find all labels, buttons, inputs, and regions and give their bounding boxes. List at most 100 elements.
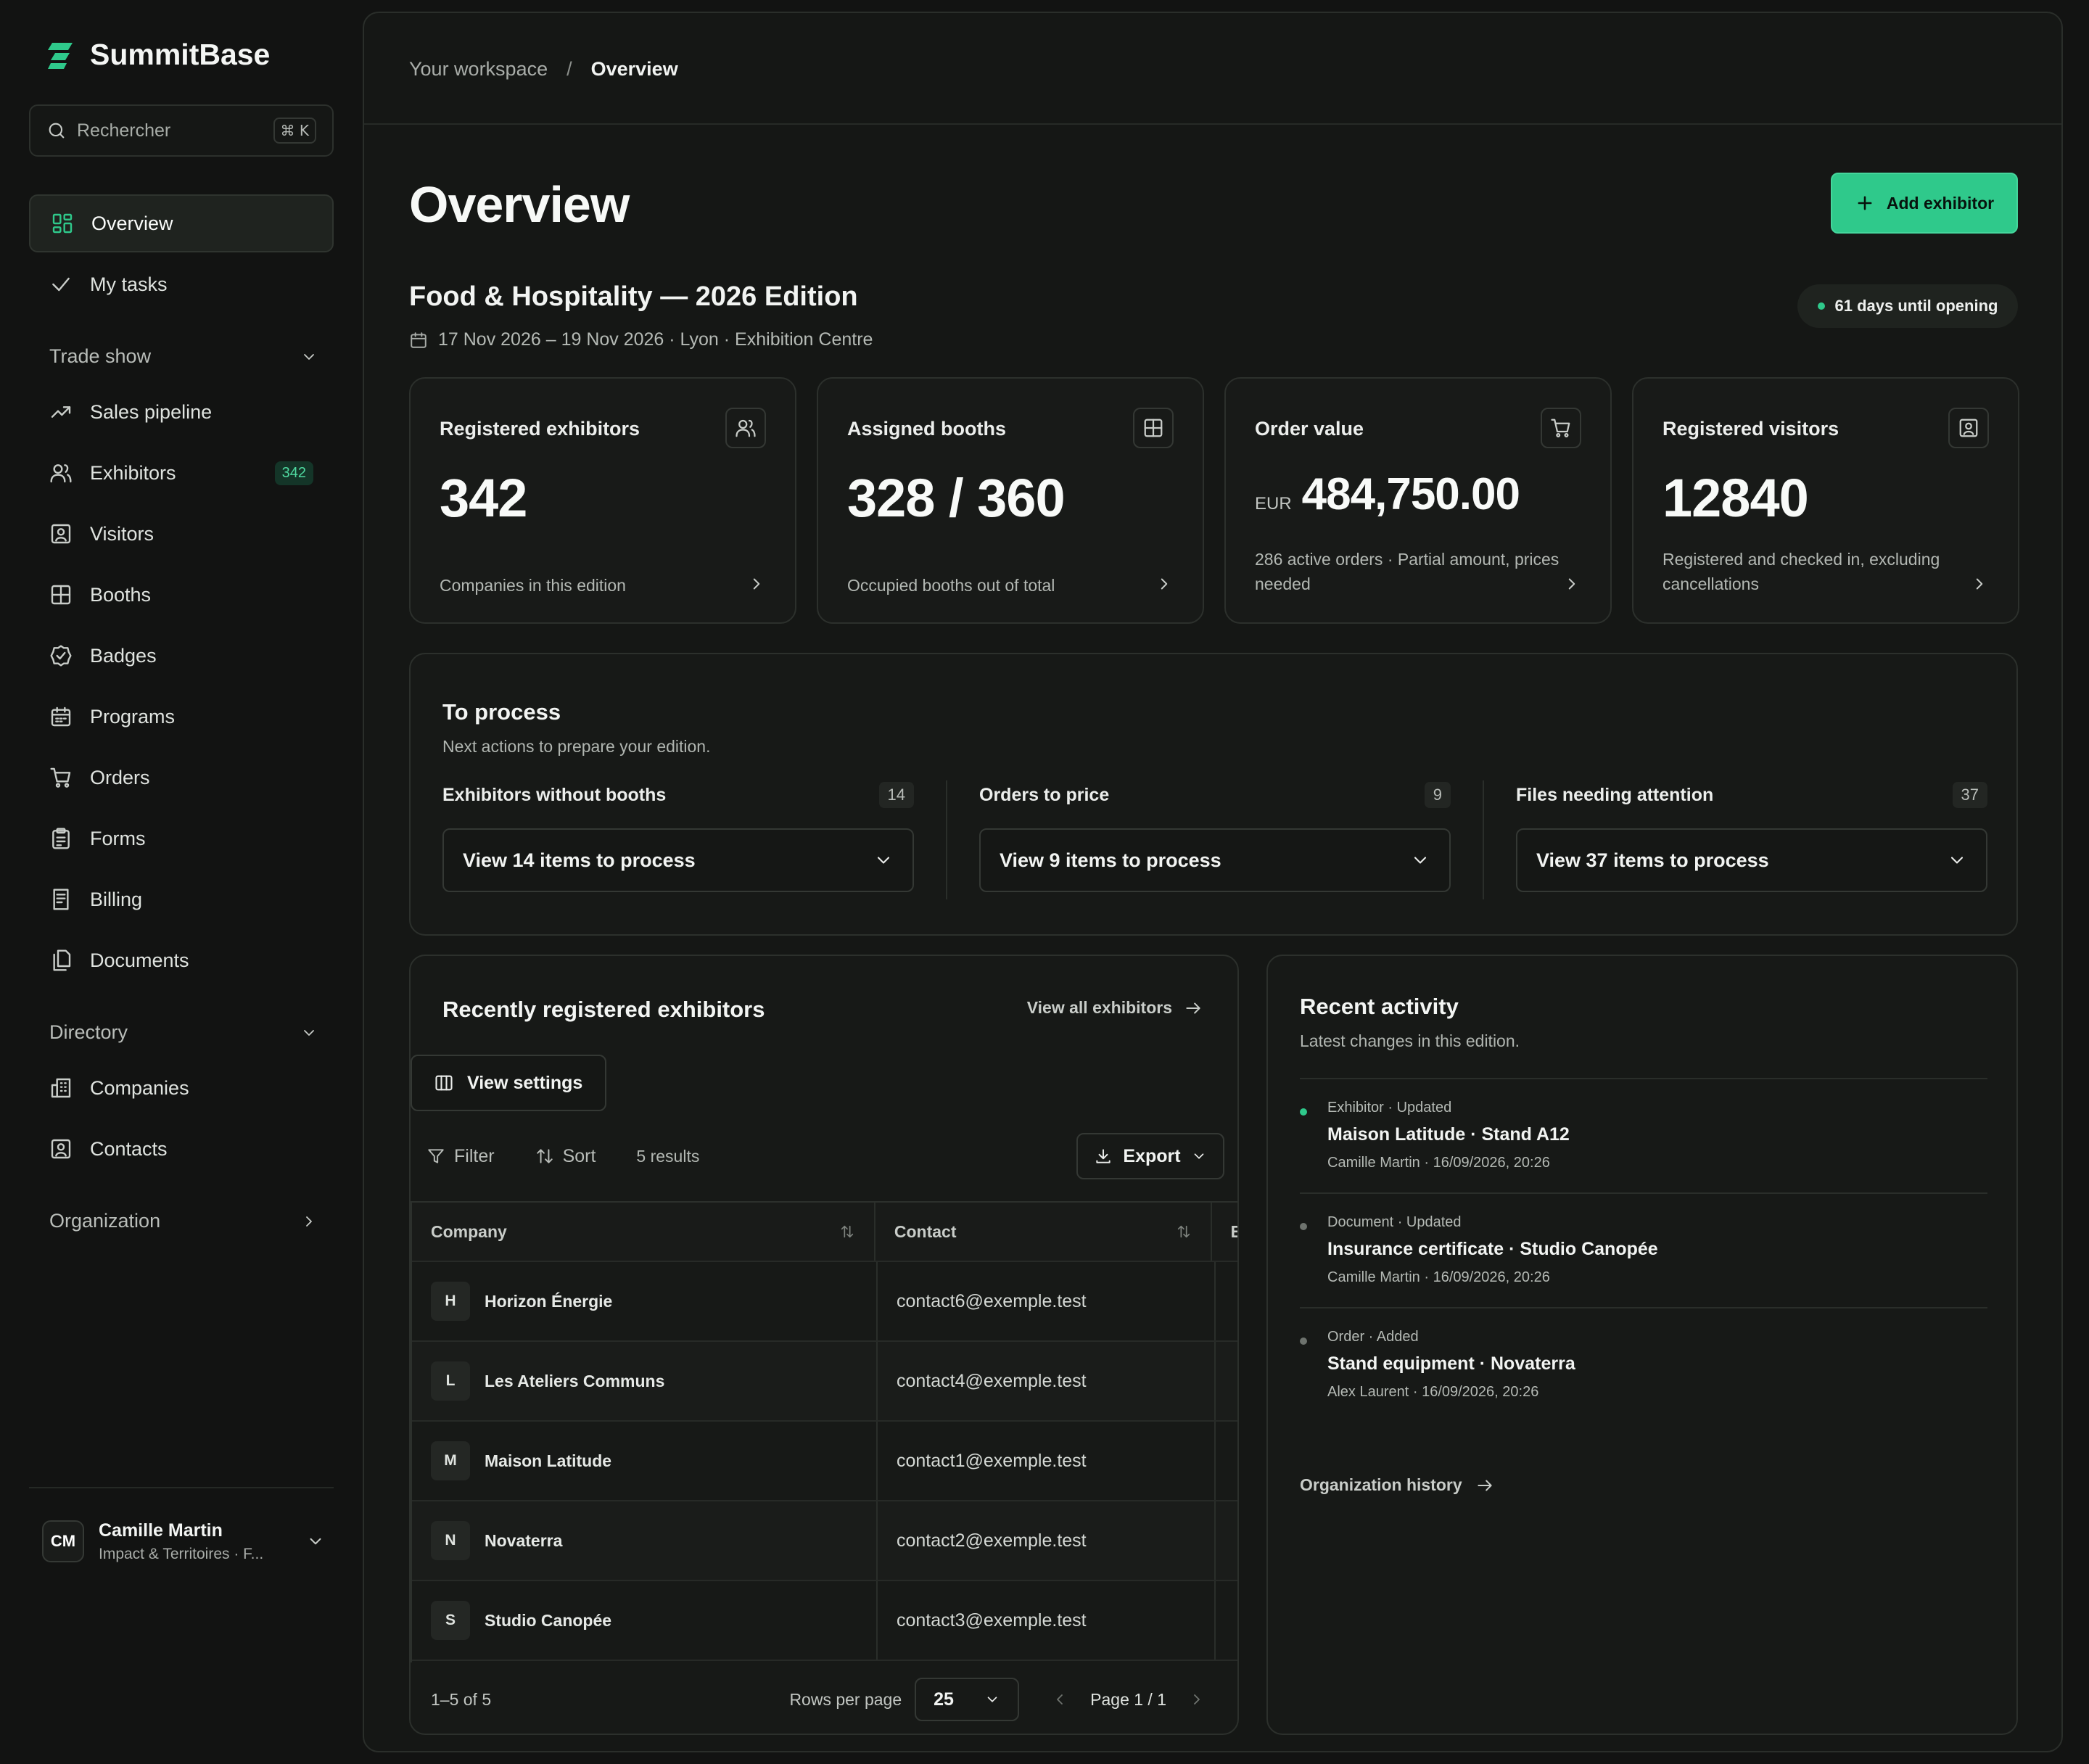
- visitor-icon: [51, 524, 71, 544]
- nav-overview[interactable]: Overview: [29, 194, 334, 252]
- nav-exhibitors-label: Exhibitors: [90, 461, 176, 484]
- nav-billing[interactable]: Billing: [29, 870, 334, 928]
- nav-my-tasks-label: My tasks: [90, 273, 168, 295]
- organization-history-link[interactable]: Organization history: [1300, 1475, 1494, 1495]
- nav-my-tasks[interactable]: My tasks: [29, 255, 334, 313]
- nav-billing-label: Billing: [90, 888, 143, 910]
- kpi-card-exhibitors[interactable]: Registered exhibitors 342 Companies in t…: [409, 377, 796, 624]
- sort-button[interactable]: Sort: [535, 1146, 596, 1167]
- chevron-right-icon: [1161, 578, 1168, 590]
- filter-button[interactable]: Filter: [427, 1146, 495, 1167]
- cart-icon: [1551, 419, 1570, 437]
- nav-contacts[interactable]: Contacts: [29, 1120, 334, 1178]
- process-select-value: View 9 items to process: [1000, 849, 1221, 871]
- table-row[interactable]: M Maison Latitude contact1@exemple.test: [412, 1422, 1237, 1501]
- user-name: Camille Martin: [99, 1520, 223, 1541]
- exhibitors-table: Company Contact E H Horizon Énergie conta…: [411, 1201, 1237, 1662]
- header-contact[interactable]: Contact: [875, 1203, 1212, 1261]
- nav-programs[interactable]: Programs: [29, 688, 334, 746]
- table-toolbar: Filter Sort 5 results Export: [427, 1133, 1224, 1179]
- kpi-title: Registered visitors: [1662, 418, 1839, 440]
- activity-meta: Camille Martin · 16/09/2026, 20:26: [1327, 1269, 1550, 1285]
- process-select[interactable]: View 14 items to process: [442, 828, 914, 892]
- process-column-orders: Orders to price 9 View 9 items to proces…: [979, 780, 1451, 892]
- check-icon: [52, 277, 70, 292]
- table-row[interactable]: N Novaterra contact2@exemple.test: [412, 1501, 1237, 1581]
- nav-exhibitors[interactable]: Exhibitors 342: [29, 444, 334, 502]
- kpi-description: Companies in this edition: [440, 576, 626, 595]
- process-select-value: View 14 items to process: [463, 849, 696, 871]
- nav-forms-label: Forms: [90, 827, 146, 849]
- countdown-badge: 61 days until opening: [1797, 284, 2018, 328]
- nav-companies[interactable]: Companies: [29, 1059, 334, 1117]
- table-footer: 1–5 of 5 Rows per page 25 Page 1 / 1: [411, 1662, 1237, 1734]
- recent-activity-card: Recent activity Latest changes in this e…: [1266, 955, 2018, 1735]
- building-icon: [51, 1078, 71, 1098]
- chevron-down-icon: [304, 1029, 314, 1036]
- chevron-left-icon[interactable]: [1051, 1691, 1068, 1708]
- nav-documents[interactable]: Documents: [29, 931, 334, 989]
- sidebar-divider: [29, 1487, 334, 1488]
- kpi-title: Registered exhibitors: [440, 418, 640, 440]
- nav-documents-label: Documents: [90, 949, 189, 971]
- view-all-exhibitors-link[interactable]: View all exhibitors: [1027, 998, 1203, 1018]
- rows-per-page-select[interactable]: 25: [915, 1678, 1020, 1721]
- breadcrumb-bar: Your workspace / Overview: [364, 13, 2061, 125]
- company-initial: L: [431, 1361, 470, 1401]
- user-menu[interactable]: CM Camille Martin Impact & Territoires ·…: [42, 1517, 325, 1565]
- company-name: Studio Canopée: [485, 1610, 612, 1630]
- activity-item[interactable]: Exhibitor · Updated Maison Latitude · St…: [1300, 1078, 1987, 1192]
- kpi-value: 484,750.00: [1301, 469, 1520, 519]
- nav-visitors[interactable]: Visitors: [29, 505, 334, 563]
- process-select[interactable]: View 9 items to process: [979, 828, 1451, 892]
- process-select[interactable]: View 37 items to process: [1516, 828, 1987, 892]
- contact-icon: [51, 1139, 71, 1159]
- view-all-label: View all exhibitors: [1026, 998, 1172, 1017]
- table-row[interactable]: L Les Ateliers Communs contact4@exemple.t…: [412, 1342, 1237, 1422]
- header-truncated[interactable]: E: [1212, 1222, 1237, 1242]
- nav-sales-pipeline-label: Sales pipeline: [90, 400, 213, 423]
- section-directory[interactable]: Directory: [49, 1021, 318, 1044]
- nav-forms[interactable]: Forms: [29, 809, 334, 867]
- chevron-down-icon: [1194, 1153, 1203, 1159]
- logo[interactable]: SummitBase: [45, 38, 270, 72]
- kpi-card-order-value[interactable]: Order value EUR 484,750.00 286 active or…: [1224, 377, 1612, 624]
- badge-check-icon: [50, 645, 72, 667]
- nav-orders-label: Orders: [90, 766, 150, 788]
- breadcrumb-workspace[interactable]: Your workspace: [409, 58, 548, 80]
- add-exhibitor-label: Add exhibitor: [1886, 193, 1995, 213]
- nav-badges[interactable]: Badges: [29, 627, 334, 685]
- add-exhibitor-button[interactable]: Add exhibitor: [1831, 173, 2018, 234]
- section-trade-show[interactable]: Trade show: [49, 345, 318, 368]
- activity-main: Stand equipment · Novaterra: [1327, 1353, 1575, 1374]
- kpi-currency: EUR: [1255, 494, 1292, 514]
- table-row[interactable]: S Studio Canopée contact3@exemple.test: [412, 1581, 1237, 1661]
- chevron-right-icon[interactable]: [1188, 1691, 1206, 1708]
- columns-icon: [435, 1075, 453, 1091]
- company-name: Les Ateliers Communs: [485, 1371, 665, 1390]
- search-input[interactable]: Rechercher ⌘ K: [29, 104, 334, 157]
- kpi-card-booths[interactable]: Assigned booths 328 / 360 Occupied booth…: [817, 377, 1204, 624]
- search-shortcut: ⌘ K: [273, 118, 316, 144]
- kpi-card-visitors[interactable]: Registered visitors 12840 Registered and…: [1632, 377, 2019, 624]
- view-settings-button[interactable]: View settings: [411, 1055, 606, 1111]
- activity-item[interactable]: Document · Updated Insurance certificate…: [1300, 1192, 1987, 1307]
- summitbase-logo-icon: [48, 42, 73, 69]
- nav-sales-pipeline[interactable]: Sales pipeline: [29, 383, 334, 441]
- rows-per-page-value: 25: [934, 1689, 954, 1710]
- activity-item[interactable]: Order · Added Stand equipment · Novaterr…: [1300, 1307, 1987, 1422]
- contact-email: contact2@exemple.test: [897, 1530, 1087, 1551]
- grid-icon: [51, 585, 71, 605]
- nav-orders[interactable]: Orders: [29, 749, 334, 807]
- column-divider: [946, 780, 947, 899]
- activity-kind: Document · Updated: [1327, 1214, 1462, 1230]
- header-company[interactable]: Company: [412, 1203, 875, 1261]
- table-row[interactable]: H Horizon Énergie contact6@exemple.test: [412, 1262, 1237, 1342]
- recent-activity-title: Recent activity: [1300, 994, 1459, 1019]
- cart-icon: [50, 767, 71, 788]
- nav-booths[interactable]: Booths: [29, 566, 334, 624]
- chevron-right-icon: [1976, 578, 1983, 590]
- export-button[interactable]: Export: [1076, 1133, 1224, 1179]
- process-column-label: Orders to price: [979, 784, 1110, 805]
- section-organization[interactable]: Organization: [49, 1210, 318, 1232]
